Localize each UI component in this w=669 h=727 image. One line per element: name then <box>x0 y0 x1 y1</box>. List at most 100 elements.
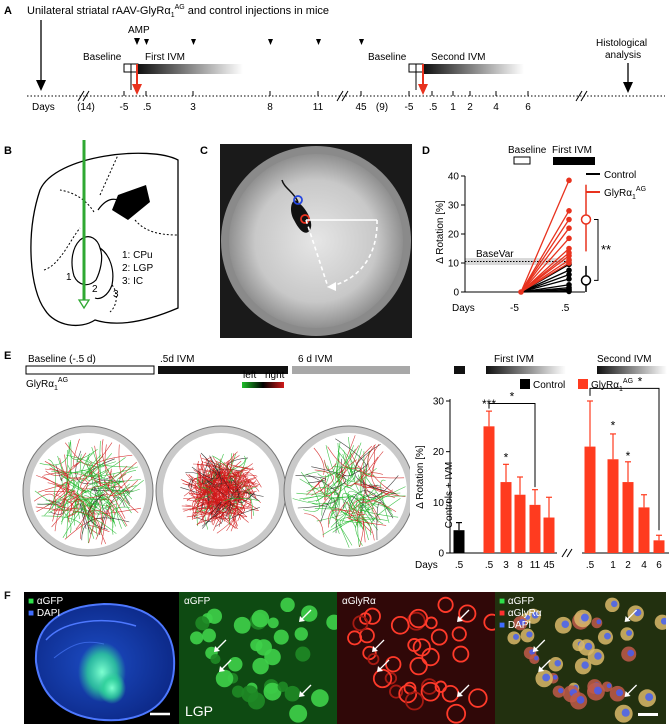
d-basevar-label: BaseVar <box>476 249 514 260</box>
panel-d-rotation-chart: D Baseline First IVM Control GlyRα1AG Δ … <box>422 145 646 314</box>
dapi-nucleus <box>513 633 519 640</box>
trajectory-trace <box>207 472 220 495</box>
rotation-arc <box>327 219 378 288</box>
panel-e-bar-chart: First IVM Second IVM Control GlyRα1AG Δ … <box>415 354 669 571</box>
trajectory-trace <box>94 445 101 487</box>
glyr-cell <box>404 691 424 711</box>
trajectory-trace <box>328 496 355 500</box>
trajectory-trace <box>304 513 324 538</box>
trajectory-trace <box>112 483 131 498</box>
histology-label-1: Histological <box>596 38 647 49</box>
pointer-arrowhead <box>457 616 463 622</box>
trajectory-trace <box>357 503 391 547</box>
merge-legend-glyr: ■ αGlyRα <box>499 608 542 619</box>
region-numbers: 1 2 3 <box>66 272 119 300</box>
data-point <box>566 260 572 266</box>
trajectory-trace <box>307 477 326 503</box>
significance-label: * <box>638 374 643 388</box>
data-point <box>566 271 572 278</box>
trajectory-trace <box>231 455 246 471</box>
x-tick-label: 11 <box>530 560 541 571</box>
trajectory-trace <box>81 496 114 522</box>
trajectory-trace <box>74 503 89 511</box>
trajectory-trace <box>299 478 338 509</box>
panel-e-traces: E Baseline (-.5 d) .5d IVM 6 d IVM GlyRα… <box>4 350 410 557</box>
gfp-cell <box>301 605 318 622</box>
bar <box>453 530 465 553</box>
trajectory-trace <box>118 470 137 514</box>
merge-legend-gfp: ■ αGFP <box>499 596 535 607</box>
trajectory-trace <box>79 454 126 477</box>
trajectory-trace <box>88 454 138 477</box>
glyr-cell <box>362 645 377 661</box>
trajectory-trace <box>218 495 245 515</box>
trajectory-trace <box>186 496 206 502</box>
trajectory-trace <box>360 449 406 497</box>
pointer-arrow <box>300 609 312 621</box>
pointer-arrow <box>626 609 638 621</box>
trajectory-trace <box>77 492 88 513</box>
trajectory-trace <box>229 477 243 495</box>
dapi-nucleus <box>542 673 551 682</box>
baseline-label-2: Baseline <box>368 52 407 63</box>
trajectory-trace <box>328 498 359 528</box>
glyr-cell <box>430 628 448 646</box>
trajectory-trace <box>362 489 389 503</box>
subject-line <box>520 278 570 293</box>
trajectory-trace <box>199 474 207 498</box>
trajectory-trace <box>196 497 208 513</box>
trajectory-trace <box>292 472 341 505</box>
pointer-arrowhead <box>624 691 631 697</box>
merge-scale-bar <box>638 713 658 716</box>
d-xtick-0: -5 <box>510 303 519 314</box>
glyr-cell <box>412 638 431 657</box>
basevar-band <box>465 258 572 266</box>
trajectory-trace <box>104 480 126 519</box>
dapi-nucleus <box>615 689 624 697</box>
trajectory-trace <box>311 466 346 490</box>
svg-text:2: 2 <box>92 284 98 295</box>
trajectory-trace <box>44 461 69 477</box>
trajectory-trace <box>204 477 233 499</box>
e-first-ivm-label: First IVM <box>494 354 534 365</box>
gfp-cell <box>280 597 295 613</box>
trajectory-trace <box>195 486 212 500</box>
svg-text:.5: .5 <box>429 102 438 113</box>
trajectory-trace <box>103 479 139 497</box>
dapi-nucleus <box>634 608 642 617</box>
trajectory-trace <box>363 486 406 525</box>
subject-line <box>520 290 570 293</box>
data-point <box>566 208 572 214</box>
trajectory-trace <box>36 475 77 501</box>
y-tick-label: 20 <box>448 230 460 241</box>
svg-text:45: 45 <box>355 102 367 113</box>
trajectory-trace <box>213 476 224 492</box>
gfp-cell <box>277 681 289 692</box>
data-point <box>566 177 572 184</box>
trajectory-trace <box>306 477 325 496</box>
d-significance: ** <box>601 242 611 257</box>
trajectory-trace <box>51 469 93 474</box>
glyr-cell <box>425 616 438 630</box>
bar <box>500 482 512 553</box>
trajectory-trace <box>104 444 128 478</box>
pointer-arrow <box>378 659 390 671</box>
tracking-marker-red <box>300 214 310 224</box>
data-point <box>566 288 572 295</box>
significance-label: * <box>510 390 515 404</box>
dapi-nucleus <box>580 613 589 622</box>
trajectory-trace <box>48 459 56 509</box>
x-tick-label: 4 <box>641 560 647 571</box>
trajectory-trace <box>60 475 87 494</box>
trajectory-trace <box>355 518 364 547</box>
trajectory-trace <box>322 518 371 536</box>
trajectory-trace <box>73 495 89 512</box>
dapi-nucleus <box>596 619 602 625</box>
trajectory-trace <box>210 498 220 500</box>
trajectory-trace <box>229 478 246 490</box>
dapi-nucleus <box>531 611 539 619</box>
trajectory-trace <box>363 472 384 521</box>
gfp-cell <box>263 682 282 701</box>
gfp-cell <box>195 616 210 631</box>
trajectory-trace <box>88 511 96 544</box>
